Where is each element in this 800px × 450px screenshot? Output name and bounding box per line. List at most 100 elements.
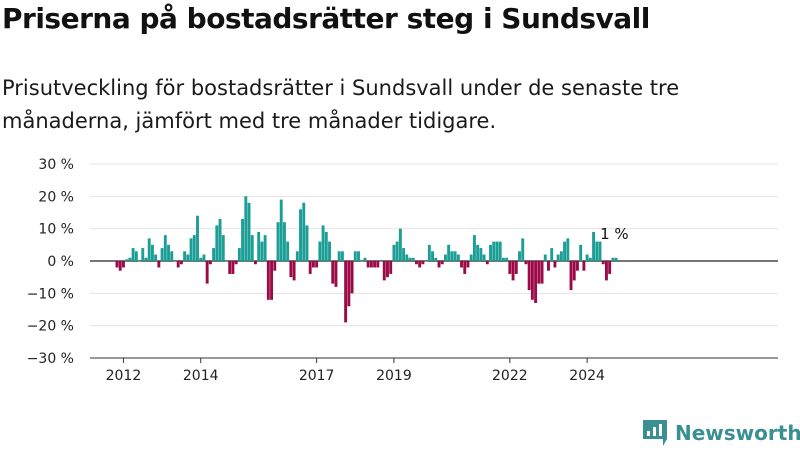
bar xyxy=(402,248,406,261)
bar xyxy=(192,235,196,261)
bar xyxy=(176,261,180,268)
bar xyxy=(228,261,232,274)
chart-subtitle: Prisutveckling för bostadsrätter i Sunds… xyxy=(2,76,680,133)
bar xyxy=(479,248,483,261)
bar xyxy=(434,257,438,261)
bar xyxy=(321,225,325,261)
bar xyxy=(157,261,161,268)
y-tick-label: 10 % xyxy=(38,222,74,238)
bar xyxy=(357,251,360,261)
bar xyxy=(395,241,399,261)
y-axis-tick-labels: 30 % 20 % 10 % 0 % −10 % −20 % −30 % xyxy=(27,157,74,367)
bar xyxy=(530,261,534,300)
bar xyxy=(569,261,573,291)
bar xyxy=(547,261,550,271)
bar xyxy=(405,254,409,261)
bar xyxy=(282,222,286,261)
bar xyxy=(556,254,560,261)
bars xyxy=(115,196,618,323)
bar xyxy=(225,261,228,262)
x-tick-label: 2012 xyxy=(106,368,142,384)
bar xyxy=(366,261,370,268)
bar xyxy=(273,261,277,271)
bar xyxy=(534,261,538,304)
bar xyxy=(521,238,525,261)
bar xyxy=(241,218,245,261)
bar xyxy=(183,251,187,261)
bar xyxy=(611,257,615,261)
bar xyxy=(353,251,357,261)
bar xyxy=(543,254,547,261)
bar xyxy=(601,261,605,265)
x-tick-label: 2024 xyxy=(569,368,605,384)
y-tick-label: −20 % xyxy=(27,319,74,335)
bar xyxy=(260,241,264,261)
bar xyxy=(376,261,380,268)
bar xyxy=(160,248,164,261)
x-tick-label: 2022 xyxy=(492,368,528,384)
bar xyxy=(150,244,154,261)
bar xyxy=(485,261,489,265)
bar xyxy=(147,238,151,261)
bar xyxy=(215,225,219,261)
bar xyxy=(263,235,267,261)
bar xyxy=(466,261,470,268)
bar xyxy=(205,261,209,284)
bar xyxy=(489,244,492,261)
bar xyxy=(379,261,383,262)
last-value-annotation: 1 % xyxy=(600,225,629,243)
bar xyxy=(495,241,499,261)
bar xyxy=(373,261,377,268)
y-tick-label: 0 % xyxy=(47,254,74,270)
bar xyxy=(234,261,238,265)
x-tick-label: 2014 xyxy=(183,368,219,384)
bar xyxy=(518,251,521,261)
bar xyxy=(144,257,148,261)
bar xyxy=(553,261,557,268)
bar xyxy=(476,244,480,261)
bar xyxy=(482,254,486,261)
bar xyxy=(141,248,145,261)
bar xyxy=(289,261,293,278)
bar xyxy=(221,235,225,261)
bar xyxy=(431,251,435,261)
bar xyxy=(218,218,222,261)
bar xyxy=(424,261,428,262)
bar xyxy=(254,261,257,265)
y-tick-label: 20 % xyxy=(38,189,74,205)
bar xyxy=(302,202,306,261)
bar xyxy=(447,244,451,261)
bar xyxy=(257,231,261,261)
bar xyxy=(595,241,599,261)
bar xyxy=(592,231,596,261)
bar xyxy=(334,261,338,287)
bar xyxy=(115,261,119,268)
bar xyxy=(369,261,373,268)
bar xyxy=(588,257,592,261)
bar xyxy=(472,235,476,261)
bar xyxy=(498,241,502,261)
y-tick-label: 30 % xyxy=(38,157,74,173)
bar xyxy=(311,261,315,268)
bar xyxy=(585,254,589,261)
bar xyxy=(179,261,183,265)
bar xyxy=(340,251,344,261)
bar xyxy=(524,261,528,265)
bar xyxy=(505,257,509,261)
bar xyxy=(189,238,193,261)
bar xyxy=(415,261,418,265)
bar xyxy=(328,241,331,261)
bar xyxy=(170,251,174,261)
bar xyxy=(212,248,216,261)
bar xyxy=(382,261,386,281)
y-tick-label: −10 % xyxy=(27,286,74,302)
bar xyxy=(199,257,203,261)
bar xyxy=(237,248,241,261)
bar xyxy=(125,259,129,261)
bar xyxy=(315,261,319,268)
bar xyxy=(331,261,335,284)
bar xyxy=(421,261,425,265)
bar xyxy=(244,196,248,261)
bar xyxy=(121,261,125,268)
bar xyxy=(389,261,393,274)
